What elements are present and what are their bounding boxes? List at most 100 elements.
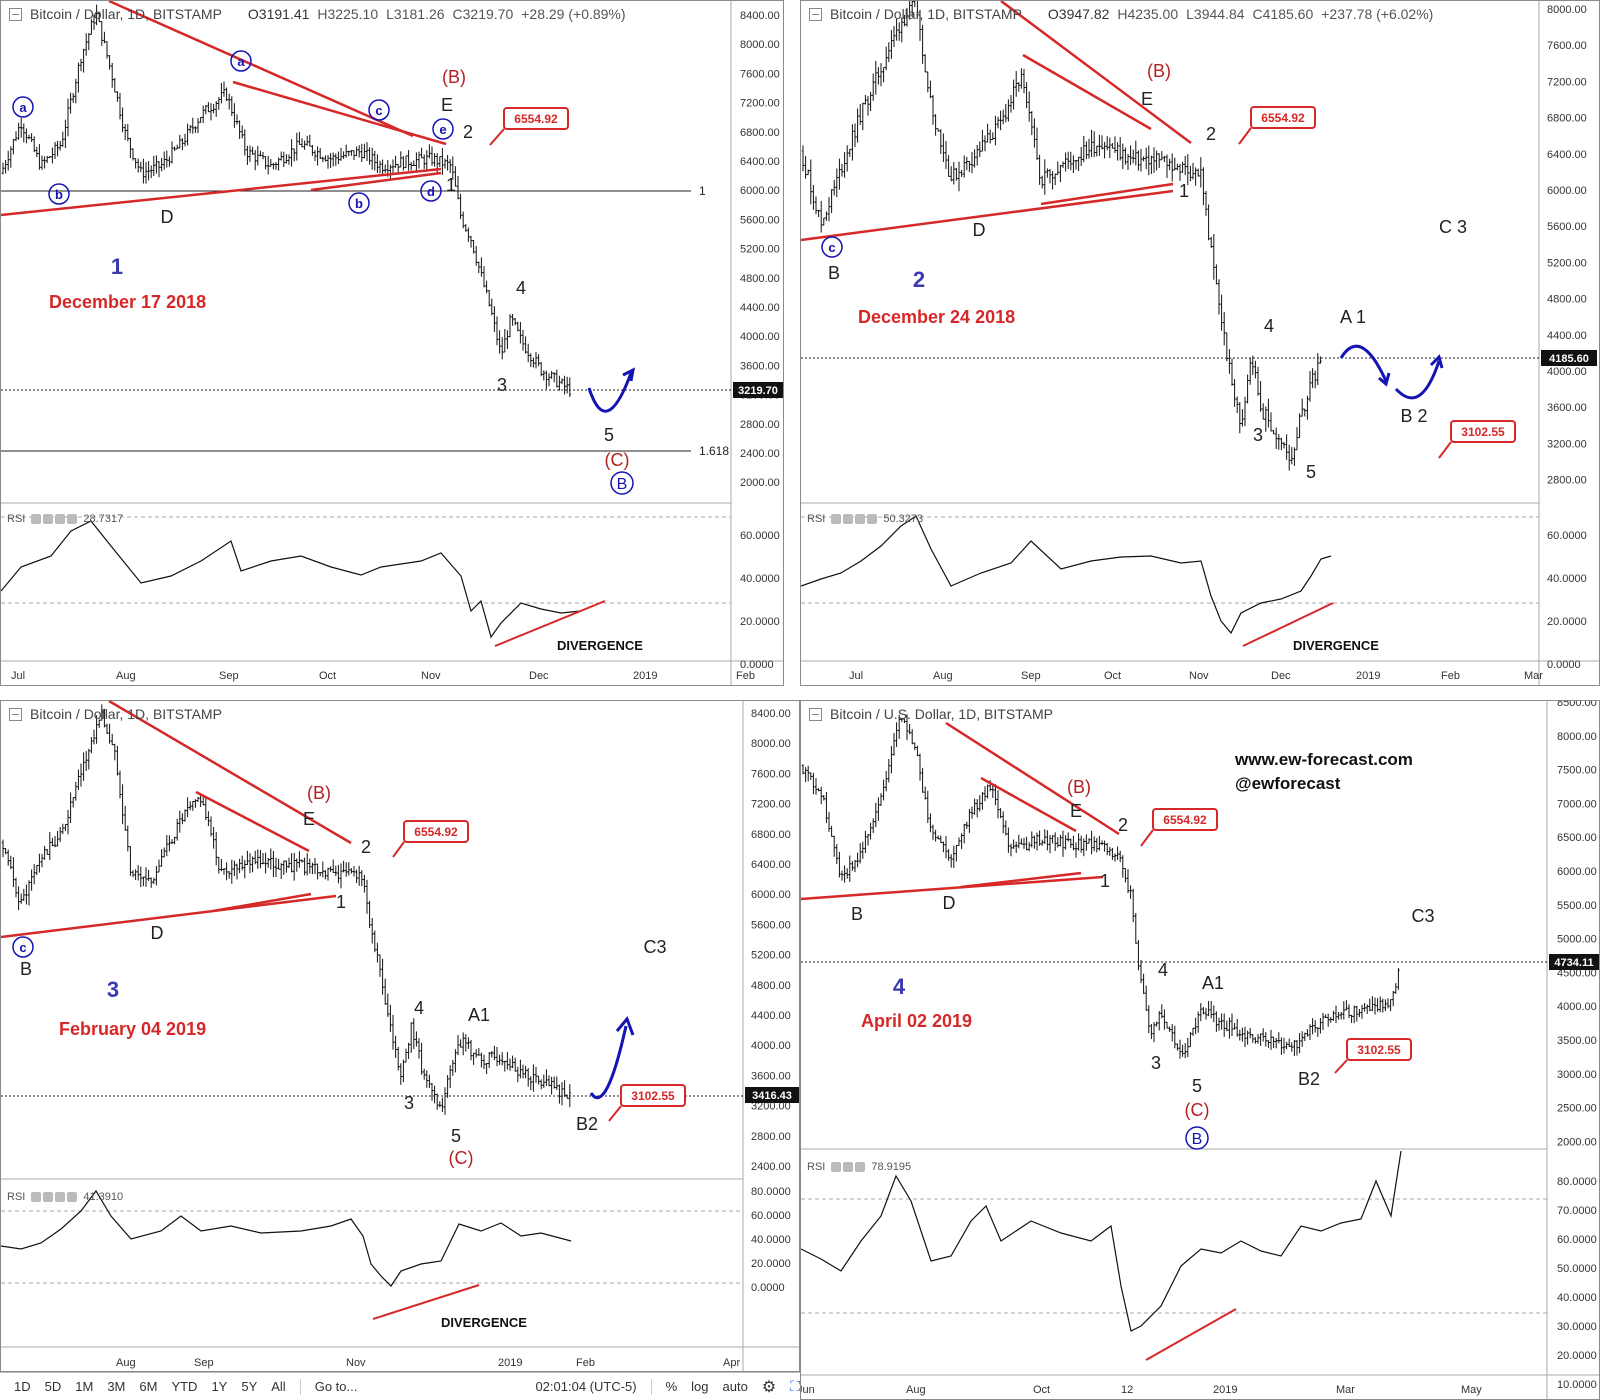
price-bar	[1267, 398, 1270, 428]
price-bar	[890, 746, 893, 774]
wave-label: B	[20, 959, 32, 979]
price-bar	[409, 161, 413, 171]
rsi-tools-icon[interactable]	[831, 1162, 866, 1172]
price-bar	[298, 851, 301, 868]
rsi-tick-label: 0.0000	[740, 659, 774, 671]
percent-toggle[interactable]: %	[665, 1379, 678, 1394]
rsi-label[interactable]: RSI	[7, 513, 26, 525]
price-bar	[1290, 1042, 1294, 1052]
auto-toggle[interactable]: auto	[722, 1379, 748, 1394]
range-1y[interactable]: 1Y	[211, 1379, 228, 1394]
price-bar	[1022, 837, 1026, 849]
collapse-icon[interactable]	[809, 7, 822, 21]
price-bar	[201, 105, 205, 124]
log-toggle[interactable]: log	[691, 1379, 709, 1394]
wave-label: 1	[1100, 871, 1110, 891]
chart-svg-4[interactable]: 6554.92 3102.55 B D (B) E 2 1 4 3 5 (C) …	[801, 701, 1600, 1400]
price-bar	[19, 893, 23, 904]
price-bar	[550, 1076, 553, 1095]
rsi-label[interactable]: RSI	[7, 1191, 26, 1203]
range-6m[interactable]: 6M	[139, 1379, 158, 1394]
range-5y[interactable]: 5Y	[241, 1379, 258, 1394]
price-bar	[243, 129, 247, 156]
price-bar	[537, 354, 540, 367]
price-bar	[454, 1049, 457, 1073]
chart-title[interactable]: Bitcoin / U.S. Dollar, 1D, BITSTAMP	[830, 706, 1054, 722]
price-tick-label: 7600.00	[740, 68, 780, 80]
rsi-tools-icon[interactable]	[31, 514, 78, 524]
price-bar	[155, 865, 158, 886]
chart-svg-1[interactable]: 6554.92 a b D a c b e d (B) E 2 1 4 3 5 …	[1, 1, 784, 686]
price-bar	[17, 886, 20, 911]
goto-button[interactable]: Go to...	[314, 1379, 358, 1394]
price-bar	[204, 796, 208, 821]
rsi-tools-icon[interactable]	[831, 514, 878, 524]
price-bar	[305, 135, 309, 146]
wave-label: D	[973, 220, 986, 240]
chart-title[interactable]: Bitcoin / Dollar, 1D, BITSTAMP	[30, 706, 222, 722]
price-bar	[69, 92, 72, 114]
price-bar	[383, 164, 387, 173]
price-bar	[1017, 81, 1021, 92]
chart-panel-2[interactable]: 6554.92 3102.55 c B D (B) E 2 1 4 3 5 A …	[800, 0, 1600, 686]
price-bar	[1303, 1032, 1307, 1042]
time-tick-label: May	[1461, 1384, 1482, 1396]
price-bar	[1225, 332, 1229, 362]
price-bar	[199, 116, 202, 123]
price-bar	[949, 854, 953, 868]
range-all[interactable]: All	[271, 1379, 286, 1394]
price-bar	[545, 370, 548, 390]
price-tick-label: 7200.00	[751, 799, 791, 811]
price-bar	[978, 795, 982, 812]
collapse-icon[interactable]	[9, 707, 22, 721]
range-1d[interactable]: 1D	[14, 1379, 31, 1394]
gear-icon[interactable]: ⚙	[761, 1378, 777, 1396]
price-bar	[1306, 1029, 1309, 1037]
price-bar	[1269, 412, 1273, 432]
current-price-tag: 4734.11	[1554, 957, 1593, 969]
ohlc-open: O3947.82	[1047, 6, 1110, 22]
price-bar	[926, 790, 930, 823]
price-bar	[1072, 155, 1075, 174]
range-1m[interactable]: 1M	[75, 1379, 94, 1394]
rsi-tools-icon[interactable]	[31, 1192, 78, 1202]
collapse-icon[interactable]	[809, 707, 822, 721]
price-bar	[929, 813, 932, 833]
price-bar	[77, 62, 80, 93]
price-bar	[422, 1068, 426, 1080]
site-url[interactable]: www.ew-forecast.com	[1235, 750, 1413, 769]
price-bar	[913, 1, 916, 8]
time-tick-label: 2019	[1356, 670, 1380, 682]
price-bar	[308, 858, 312, 874]
range-ytd[interactable]: YTD	[171, 1379, 198, 1394]
price-bar	[4, 159, 7, 174]
price-bar	[1108, 846, 1112, 856]
chart-title[interactable]: Bitcoin / Dollar, 1D, BITSTAMP	[30, 6, 222, 22]
price-bar	[19, 118, 23, 138]
chart-title[interactable]: Bitcoin / Dollar, 1D, BITSTAMP	[830, 6, 1022, 22]
price-bar	[1204, 191, 1208, 216]
range-5d[interactable]: 5D	[44, 1379, 62, 1394]
price-bar	[1072, 835, 1075, 851]
fullscreen-icon[interactable]: ⛶	[790, 1378, 800, 1394]
chart-svg-3[interactable]: 6554.92 3102.55 c B D (B) E 2 1 4 3 5 (C…	[1, 701, 800, 1372]
wave-label: 5	[451, 1126, 461, 1146]
price-bar	[386, 993, 390, 1017]
price-bar	[1298, 413, 1301, 439]
chart-panel-1[interactable]: 6554.92 a b D a c b e d (B) E 2 1 4 3 5 …	[0, 0, 784, 686]
price-tick-label: 2000.00	[1557, 1136, 1597, 1148]
range-3m[interactable]: 3M	[107, 1379, 126, 1394]
price-bar	[248, 853, 252, 874]
price-bar	[884, 46, 888, 71]
chart-panel-3[interactable]: 6554.92 3102.55 c B D (B) E 2 1 4 3 5 (C…	[0, 700, 800, 1372]
collapse-icon[interactable]	[9, 7, 22, 21]
price-tick-label: 8000.00	[1547, 4, 1587, 16]
price-bar	[503, 329, 507, 353]
rsi-tick-label: 0.0000	[751, 1282, 785, 1294]
chart-svg-2[interactable]: 6554.92 3102.55 c B D (B) E 2 1 4 3 5 A …	[801, 1, 1600, 686]
rsi-label[interactable]: RSI	[807, 513, 826, 525]
rsi-label[interactable]: RSI	[807, 1161, 826, 1173]
chart-panel-4[interactable]: 6554.92 3102.55 B D (B) E 2 1 4 3 5 (C) …	[800, 700, 1600, 1400]
price-bar	[1126, 869, 1130, 894]
price-bar	[279, 151, 283, 161]
